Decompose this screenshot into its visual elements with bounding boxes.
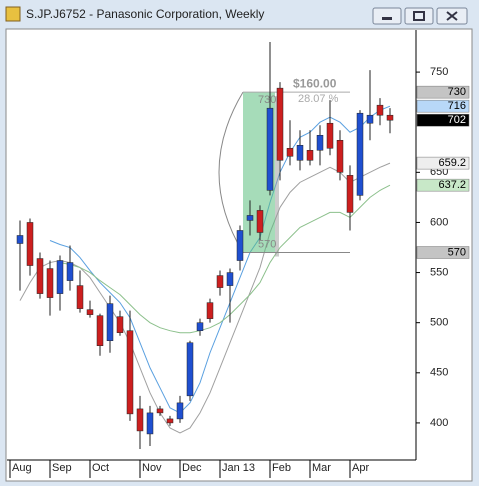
candle-body	[356, 112, 364, 196]
candle-body	[66, 262, 74, 281]
candle-body	[246, 215, 254, 221]
x-tick-label: Apr	[352, 462, 369, 474]
candle-body	[346, 175, 354, 213]
measure-shadow	[275, 96, 279, 257]
price-tag-label: 730	[448, 86, 466, 98]
x-tick-label: Feb	[272, 462, 291, 474]
candle-body	[26, 222, 34, 266]
window-buttons[interactable]	[372, 7, 468, 25]
candle-body	[166, 418, 174, 424]
ma-line	[59, 184, 391, 334]
candle-body	[56, 260, 64, 294]
x-tick-label: Aug	[12, 462, 32, 474]
x-tick-label: Mar	[312, 462, 331, 474]
candle-body	[96, 315, 104, 346]
x-tick-label: Sep	[52, 462, 72, 474]
candle-body	[16, 235, 24, 244]
candle-body	[336, 140, 344, 173]
candle-body	[186, 342, 194, 397]
candle-body	[286, 148, 294, 157]
measure-from-label: 570	[258, 238, 276, 250]
y-tick-label: 450	[430, 367, 448, 379]
candle-body	[276, 87, 284, 161]
y-tick-label: 500	[430, 317, 448, 329]
y-tick-label: 750	[430, 66, 448, 78]
candle-body	[236, 230, 244, 261]
price-tag-label: 637.2	[438, 179, 466, 191]
candle-body	[86, 309, 94, 315]
candle-body	[76, 285, 84, 309]
candle-body	[156, 408, 164, 414]
price-tag	[416, 85, 470, 99]
price-tag-label: 570	[448, 246, 466, 258]
price-tag	[416, 113, 470, 127]
window-icon	[5, 6, 21, 22]
candle-body	[196, 322, 204, 331]
x-tick-label: Nov	[142, 462, 162, 474]
candle-body	[146, 412, 154, 435]
y-tick-label: 400	[430, 417, 448, 429]
candle-body	[266, 107, 274, 191]
price-tag	[416, 99, 470, 113]
candle-body	[46, 268, 54, 298]
ma-line	[49, 105, 391, 414]
price-tag	[416, 156, 470, 170]
candle-body	[216, 275, 224, 288]
x-tick-label: Oct	[92, 462, 109, 474]
ma-line	[19, 162, 391, 434]
candle-body	[386, 114, 394, 121]
price-tag-label: 702	[448, 114, 466, 126]
measure-change: $160.00	[293, 76, 337, 90]
candle-body	[326, 122, 334, 149]
measure-bracket	[218, 91, 244, 253]
window-title: S.JP.J6752 - Panasonic Corporation, Week…	[26, 7, 264, 21]
candle-body	[36, 258, 44, 294]
maximize-button[interactable]	[404, 7, 434, 25]
candle-body	[176, 402, 184, 420]
minimize-button[interactable]	[372, 7, 402, 25]
x-tick-label: Dec	[182, 462, 202, 474]
candle-body	[206, 302, 214, 319]
candle-body	[226, 272, 234, 286]
candle-body	[106, 303, 114, 341]
y-tick-label: 550	[430, 266, 448, 278]
candle-body	[136, 408, 144, 432]
candle-body	[376, 104, 384, 116]
candle-body	[126, 330, 134, 415]
candle-body	[256, 210, 264, 233]
price-tag	[416, 246, 470, 259]
y-tick-label: 600	[430, 216, 448, 228]
candle-body	[316, 134, 324, 151]
minimize-icon	[382, 17, 392, 20]
price-tag	[416, 178, 470, 192]
candle-body	[116, 316, 124, 333]
candle-body	[306, 150, 314, 161]
close-icon	[446, 11, 458, 21]
measure-to-label: 730	[258, 94, 276, 106]
price-tag-label: 659.2	[438, 157, 466, 169]
candle-body	[296, 145, 304, 161]
price-tag-label: 716	[448, 100, 466, 112]
x-tick-label: Jan 13	[222, 462, 255, 474]
candle-body	[366, 114, 374, 124]
maximize-icon	[413, 11, 425, 21]
measure-percent: 28.07 %	[298, 93, 339, 105]
